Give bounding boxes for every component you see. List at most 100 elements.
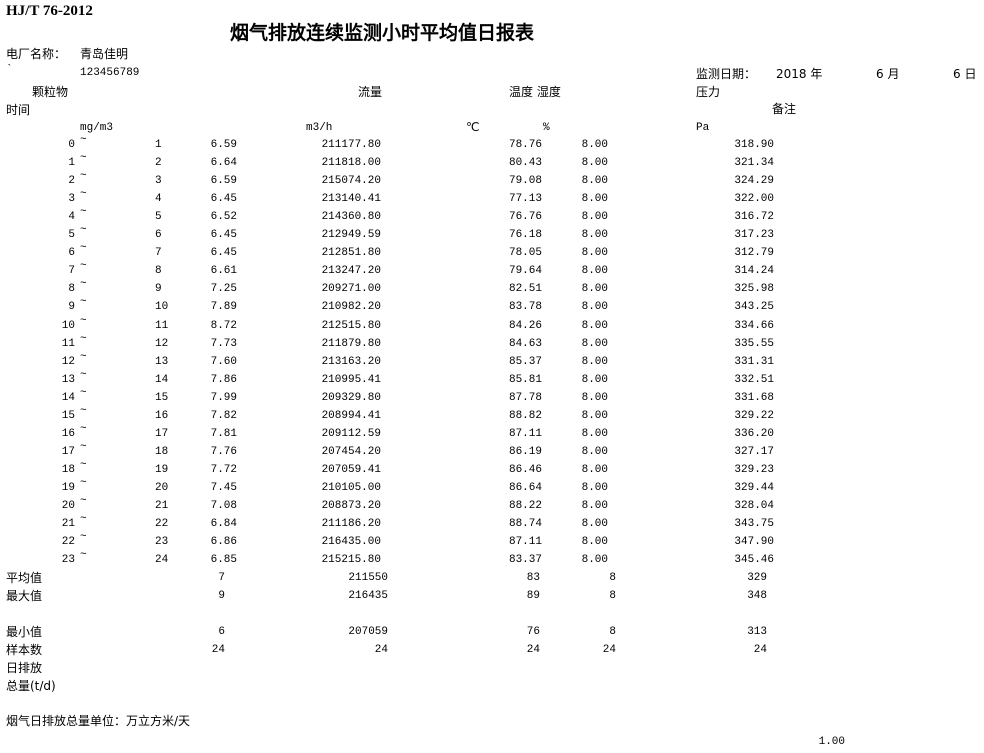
cell-hour-end: 6 [155,229,162,242]
cell-flow: 209329.80 [321,391,381,404]
cell-temperature: 79.08 [508,175,542,188]
cell-hour-end: 19 [155,463,169,476]
cell-flow: 213163.20 [321,355,381,368]
cell-humidity: 8.00 [581,463,608,476]
col-particulate: 颗粒物 [32,85,69,99]
cell-hour-end: 9 [155,283,162,296]
tilde-separator: ~ [80,260,87,273]
cell-pressure: 345.46 [734,554,774,567]
cell-temperature: 88.82 [508,409,542,422]
cell-temperature: 78.05 [508,247,542,260]
unit-temp: ℃ [466,120,480,134]
tilde-separator: ~ [80,188,87,201]
cell-pressure: 334.66 [734,319,774,332]
summary-pressure: 348 [747,590,767,602]
cell-temperature: 85.81 [508,373,542,386]
cell-flow: 212851.80 [321,247,381,260]
cell-humidity: 8.00 [581,355,608,368]
cell-particulate: 6.45 [210,247,237,260]
tilde-separator: ~ [80,134,87,146]
summary-temperature: 89 [526,590,540,602]
cell-hour-end: 10 [155,301,169,314]
tilde-separator: ~ [80,206,87,219]
cell-hour-start: 12 [61,355,75,368]
summary-temperature: 76 [526,626,540,638]
cell-hour-end: 4 [155,193,162,206]
cell-humidity: 8.00 [581,445,608,458]
cell-hour-start: 14 [61,391,75,404]
cell-particulate: 6.61 [210,265,237,278]
cell-flow: 214360.80 [321,211,381,224]
cell-temperature: 77.13 [508,193,542,206]
cell-hour-end: 22 [155,518,169,531]
tilde-separator: ~ [80,224,87,237]
col-flow: 流量 [358,85,383,99]
cell-humidity: 8.00 [581,139,608,151]
date-year: 2018 年 [776,67,823,81]
cell-hour-start: 13 [61,373,75,386]
cell-particulate: 6.52 [210,211,237,224]
cell-particulate: 6.85 [210,554,237,567]
cell-humidity: 8.00 [581,337,608,350]
summary-particulate: 7 [218,572,225,584]
cell-pressure: 314.24 [734,265,774,278]
cell-temperature: 84.26 [508,319,542,332]
cell-temperature: 86.19 [508,445,542,458]
summary-flow: 207059 [348,626,388,638]
cell-hour-start: 3 [68,193,75,206]
cell-pressure: 325.98 [734,283,774,296]
cell-humidity: 8.00 [581,481,608,494]
cell-hour-end: 24 [155,554,169,567]
col-time: 时间 [6,103,31,117]
cell-temperature: 83.37 [508,554,542,567]
plant-label: 电厂名称： [6,47,67,61]
cell-humidity: 8.00 [581,518,608,531]
summary-label: 最小值 [6,625,43,639]
cell-pressure: 343.25 [734,301,774,314]
cell-hour-end: 1 [155,139,162,151]
cell-humidity: 8.00 [581,373,608,386]
cell-hour-end: 20 [155,481,169,494]
cell-hour-start: 8 [68,283,75,296]
cell-hour-start: 7 [68,265,75,278]
cell-hour-end: 15 [155,391,169,404]
cell-flow: 216435.00 [321,536,381,549]
cell-humidity: 8.00 [581,301,608,314]
cell-hour-end: 17 [155,427,169,440]
cell-hour-start: 0 [68,139,75,151]
cell-hour-end: 16 [155,409,169,422]
report-title: 烟气排放连续监测小时平均值日报表 [230,22,535,44]
summary-label: 样本数 [6,643,43,657]
cell-particulate: 7.82 [210,409,237,422]
cell-hour-start: 22 [61,536,75,549]
cell-hour-start: 5 [68,229,75,242]
cell-temperature: 88.74 [508,518,542,531]
cell-hour-start: 23 [61,554,75,567]
plant-name: 青岛佳明 [80,47,129,61]
unit-particulate: mg/m3 [80,122,114,134]
cell-flow: 213140.41 [321,193,381,206]
cell-pressure: 318.90 [734,139,774,151]
col-temp-humidity: 温度 湿度 [509,85,561,99]
cell-hour-end: 3 [155,175,162,188]
cell-pressure: 312.79 [734,247,774,260]
cell-flow: 210982.20 [321,301,381,314]
cell-flow: 213247.20 [321,265,381,278]
cell-flow: 215074.20 [321,175,381,188]
cell-pressure: 331.68 [734,391,774,404]
cell-particulate: 6.84 [210,518,237,531]
cell-flow: 211818.00 [321,157,381,170]
tilde-separator: ~ [80,332,87,345]
footer-value: 1.00 [818,736,845,748]
cell-humidity: 8.00 [581,283,608,296]
cell-particulate: 7.99 [210,391,237,404]
cell-hour-end: 12 [155,337,169,350]
cell-flow: 215215.80 [321,554,381,567]
tilde-separator: ~ [80,531,87,544]
cell-flow: 211879.80 [321,337,381,350]
cell-flow: 210995.41 [321,373,381,386]
cell-pressure: 343.75 [734,518,774,531]
cell-flow: 209112.59 [321,427,381,440]
cell-pressure: 328.04 [734,500,774,512]
tilde-separator: ~ [80,440,87,453]
